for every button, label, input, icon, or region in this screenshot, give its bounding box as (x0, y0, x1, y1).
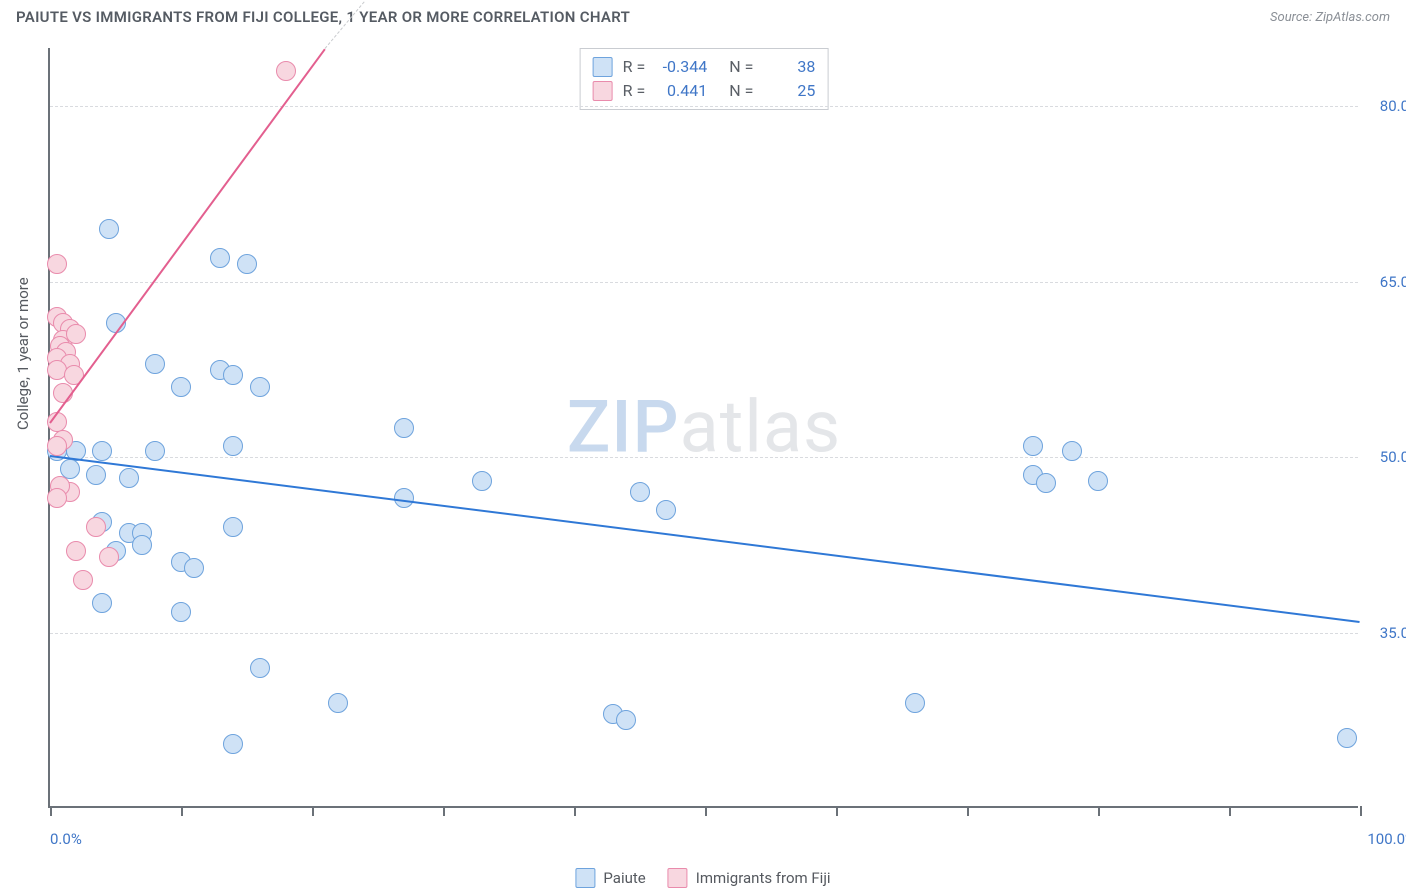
x-tick (574, 806, 576, 816)
x-tick (50, 806, 52, 816)
gridline (50, 457, 1358, 458)
data-point-paiute (1337, 728, 1357, 748)
data-point-paiute (119, 468, 139, 488)
stats-row-fiji: R = 0.441 N = 25 (593, 79, 816, 103)
swatch-fiji (668, 868, 688, 888)
data-point-fiji (47, 254, 67, 274)
data-point-fiji (86, 517, 106, 537)
data-point-paiute (210, 248, 230, 268)
data-point-fiji (73, 570, 93, 590)
data-point-fiji (47, 436, 67, 456)
data-point-paiute (184, 558, 204, 578)
trend-line (50, 455, 1360, 623)
y-tick-label: 65.0% (1380, 273, 1406, 291)
x-tick (443, 806, 445, 816)
legend-item-fiji: Immigrants from Fiji (668, 868, 831, 888)
x-tick (705, 806, 707, 816)
x-tick-label: 100.0% (1367, 830, 1406, 848)
swatch-fiji (593, 81, 613, 101)
x-tick (312, 806, 314, 816)
stats-row-paiute: R = -0.344 N = 38 (593, 55, 816, 79)
trend-line (49, 48, 326, 423)
data-point-paiute (237, 254, 257, 274)
legend-item-paiute: Paiute (575, 868, 645, 888)
gridline (50, 282, 1358, 283)
data-point-paiute (223, 517, 243, 537)
data-point-paiute (616, 710, 636, 730)
correlation-stats-legend: R = -0.344 N = 38 R = 0.441 N = 25 (580, 48, 829, 110)
data-point-paiute (171, 377, 191, 397)
data-point-paiute (145, 441, 165, 461)
data-point-paiute (1036, 473, 1056, 493)
data-point-paiute (99, 219, 119, 239)
y-tick-label: 35.0% (1380, 624, 1406, 642)
data-point-paiute (132, 535, 152, 555)
scatter-plot-area: ZIPatlas R = -0.344 N = 38 R = 0.441 N =… (48, 48, 1358, 808)
x-tick (1360, 806, 1362, 816)
series-legend: Paiute Immigrants from Fiji (575, 868, 830, 888)
data-point-paiute (1062, 441, 1082, 461)
data-point-paiute (630, 482, 650, 502)
y-axis-label: College, 1 year or more (14, 277, 32, 430)
data-point-paiute (86, 465, 106, 485)
x-tick-label: 0.0% (50, 830, 82, 848)
x-tick (1229, 806, 1231, 816)
data-point-paiute (223, 365, 243, 385)
data-point-paiute (1023, 436, 1043, 456)
x-tick (181, 806, 183, 816)
data-point-paiute (656, 500, 676, 520)
data-point-fiji (99, 547, 119, 567)
data-point-paiute (145, 354, 165, 374)
data-point-paiute (1088, 471, 1108, 491)
data-point-paiute (92, 441, 112, 461)
x-tick (836, 806, 838, 816)
data-point-fiji (47, 488, 67, 508)
y-tick-label: 80.0% (1380, 97, 1406, 115)
chart-title: PAIUTE VS IMMIGRANTS FROM FIJI COLLEGE, … (16, 8, 630, 26)
y-tick-label: 50.0% (1380, 448, 1406, 466)
swatch-paiute (593, 57, 613, 77)
x-tick (1098, 806, 1100, 816)
source-attribution: Source: ZipAtlas.com (1270, 10, 1390, 25)
data-point-paiute (171, 602, 191, 622)
data-point-paiute (394, 418, 414, 438)
data-point-paiute (328, 693, 348, 713)
data-point-paiute (250, 377, 270, 397)
gridline (50, 106, 1358, 107)
x-tick (967, 806, 969, 816)
data-point-paiute (250, 658, 270, 678)
data-point-fiji (66, 541, 86, 561)
data-point-paiute (92, 593, 112, 613)
data-point-paiute (223, 734, 243, 754)
chart-header: PAIUTE VS IMMIGRANTS FROM FIJI COLLEGE, … (0, 0, 1406, 32)
swatch-paiute (575, 868, 595, 888)
data-point-paiute (472, 471, 492, 491)
data-point-paiute (223, 436, 243, 456)
data-point-paiute (905, 693, 925, 713)
gridline (50, 633, 1358, 634)
data-point-fiji (276, 61, 296, 81)
